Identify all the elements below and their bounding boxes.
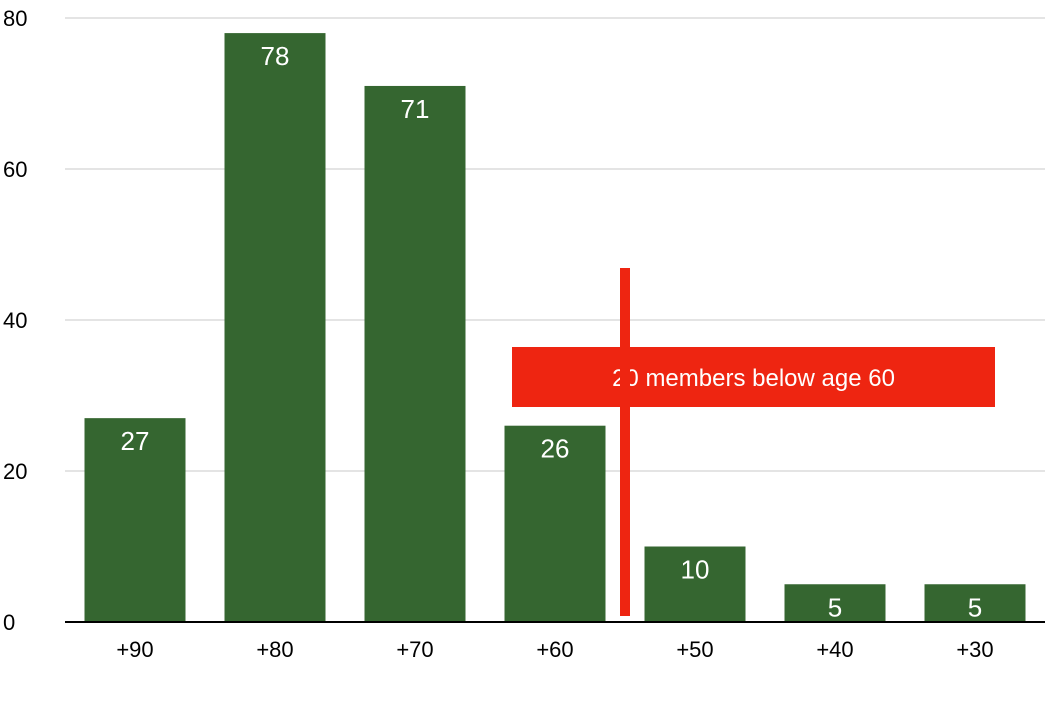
y-axis-tick-labels: 0 20 40 60 80 [3,6,27,635]
annotation-marker-line [620,268,630,616]
bar [364,85,466,622]
bar-value-label: 5 [828,592,842,622]
x-tick-label: +50 [676,637,713,662]
bar [224,33,326,623]
y-tick-label: 40 [3,308,27,333]
bar [784,584,886,622]
bar [504,425,606,622]
annotation-box [512,347,995,407]
bar [644,546,746,622]
annotation-text: 20 members below age 60 [612,365,895,392]
bar-value-label: 71 [401,94,430,124]
annotation: 20 members below age 60 [512,268,995,616]
x-tick-label: +40 [816,637,853,662]
y-tick-label: 60 [3,157,27,182]
y-tick-label: 20 [3,459,27,484]
y-tick-label: 0 [3,610,15,635]
bar-value-label: 5 [968,592,982,622]
bar [84,418,186,622]
bar-value-label: 78 [261,41,290,71]
x-tick-label: +90 [116,637,153,662]
bar-value-label: 26 [541,434,570,464]
x-tick-label: +70 [396,637,433,662]
x-tick-label: +30 [956,637,993,662]
bars: 27 78 71 26 10 5 5 [84,33,1026,623]
x-tick-label: +60 [536,637,573,662]
bar-value-label: 10 [681,555,710,585]
bar [924,584,1026,622]
y-tick-label: 80 [3,6,27,31]
x-axis-tick-labels: +90 +80 +70 +60 +50 +40 +30 [116,637,993,662]
x-tick-label: +80 [256,637,293,662]
bar-value-label: 27 [121,426,150,456]
